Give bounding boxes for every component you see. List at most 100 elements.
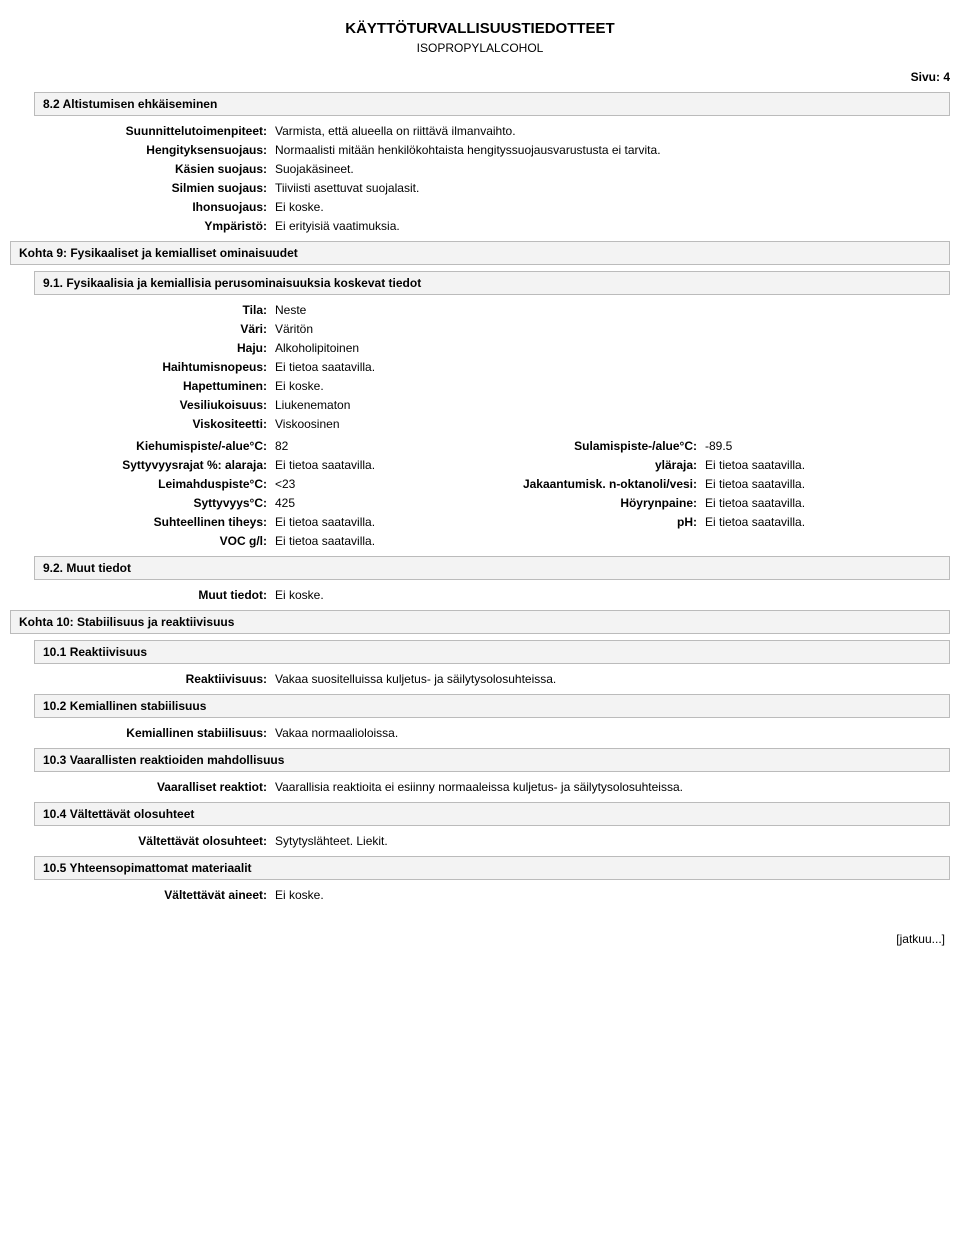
kv-row: Kiehumispiste/-alue°C: 82 Sulamispiste-/… [30, 439, 950, 453]
section-9-2-header: 9.2. Muut tiedot [34, 556, 950, 580]
kv-row: Viskositeetti: Viskoosinen [30, 417, 950, 431]
kv-value: Viskoosinen [275, 417, 465, 431]
kv-label: Käsien suojaus: [70, 162, 275, 176]
section-10-4-header: 10.4 Vältettävät olosuhteet [34, 802, 950, 826]
kv-row: Suunnittelutoimenpiteet: Varmista, että … [70, 124, 950, 138]
kv-label: Vaaralliset reaktiot: [70, 780, 275, 794]
kv-row: Kemiallinen stabiilisuus: Vakaa normaali… [70, 726, 950, 740]
kv-row: Hapettuminen: Ei koske. [30, 379, 950, 393]
kv-row: Suhteellinen tiheys: Ei tietoa saatavill… [30, 515, 950, 529]
kohta-9-header: Kohta 9: Fysikaaliset ja kemialliset omi… [10, 241, 950, 265]
kv-label: Kiehumispiste/-alue°C: [30, 439, 275, 453]
kv-row: Hengityksensuojaus: Normaalisti mitään h… [70, 143, 950, 157]
kv-row: Vaaralliset reaktiot: Vaarallisia reakti… [70, 780, 950, 794]
kohta-10-header: Kohta 10: Stabiilisuus ja reaktiivisuus [10, 610, 950, 634]
kv-row: Silmien suojaus: Tiiviisti asettuvat suo… [70, 181, 950, 195]
kv-value: Väritön [275, 322, 465, 336]
section-10-4-block: Vältettävät olosuhteet: Sytytyslähteet. … [70, 834, 950, 848]
section-9-2-block: Muut tiedot: Ei koske. [70, 588, 950, 602]
kv-label: Viskositeetti: [30, 417, 275, 431]
kv-label: Silmien suojaus: [70, 181, 275, 195]
kv-row: Vesiliukoisuus: Liukenematon [30, 398, 950, 412]
kv-value: Neste [275, 303, 465, 317]
kv-value: Ei koske. [275, 200, 950, 214]
page-title: KÄYTTÖTURVALLISUUSTIEDOTTEET [10, 20, 950, 37]
kv-row: Ympäristö: Ei erityisiä vaatimuksia. [70, 219, 950, 233]
kv-row: Ihonsuojaus: Ei koske. [70, 200, 950, 214]
kv-row: Syttyvyys°C: 425 Höyrynpaine: Ei tietoa … [30, 496, 950, 510]
kv-label: VOC g/l: [30, 534, 275, 548]
kv-value: 82 [275, 439, 465, 453]
section-9-1-twocol: Kiehumispiste/-alue°C: 82 Sulamispiste-/… [30, 439, 950, 548]
kv-label: Suunnittelutoimenpiteet: [70, 124, 275, 138]
kv-row: Haihtumisnopeus: Ei tietoa saatavilla. [30, 360, 950, 374]
kv-value: Ei tietoa saatavilla. [705, 496, 950, 510]
kv-label: Väri: [30, 322, 275, 336]
kv-label: Sulamispiste-/alue°C: [465, 439, 705, 453]
kv-label: Vältettävät aineet: [70, 888, 275, 902]
kv-value: Ei tietoa saatavilla. [275, 360, 465, 374]
kv-value: Ei tietoa saatavilla. [705, 477, 950, 491]
kv-label: Jakaantumisk. n-oktanoli/vesi: [465, 477, 705, 491]
kv-value: Alkoholipitoinen [275, 341, 465, 355]
kv-value: Ei koske. [275, 888, 950, 902]
kv-value: 425 [275, 496, 465, 510]
kv-value: Sytytyslähteet. Liekit. [275, 834, 950, 848]
kv-label: Vältettävät olosuhteet: [70, 834, 275, 848]
kv-value: Ei erityisiä vaatimuksia. [275, 219, 950, 233]
kv-row: Leimahduspiste°C: <23 Jakaantumisk. n-ok… [30, 477, 950, 491]
kv-label: yläraja: [465, 458, 705, 472]
section-10-5-header: 10.5 Yhteensopimattomat materiaalit [34, 856, 950, 880]
kv-row: VOC g/l: Ei tietoa saatavilla. [30, 534, 950, 548]
kv-value: Liukenematon [275, 398, 465, 412]
kv-value: Ei tietoa saatavilla. [275, 458, 465, 472]
kv-label: Suhteellinen tiheys: [30, 515, 275, 529]
section-10-3-block: Vaaralliset reaktiot: Vaarallisia reakti… [70, 780, 950, 794]
section-8-2-header: 8.2 Altistumisen ehkäiseminen [34, 92, 950, 116]
footer-continues: [jatkuu...] [10, 932, 950, 946]
section-10-5-block: Vältettävät aineet: Ei koske. [70, 888, 950, 902]
kv-value: Vakaa suositelluissa kuljetus- ja säilyt… [275, 672, 950, 686]
kv-row: Vältettävät aineet: Ei koske. [70, 888, 950, 902]
kv-row: Reaktiivisuus: Vakaa suositelluissa kulj… [70, 672, 950, 686]
kv-value: Suojakäsineet. [275, 162, 950, 176]
kv-label: Syttyvyys°C: [30, 496, 275, 510]
page-number: Sivu: 4 [10, 70, 950, 84]
kv-value: Normaalisti mitään henkilökohtaista heng… [275, 143, 950, 157]
kv-label: Haju: [30, 341, 275, 355]
kv-value: Vaarallisia reaktioita ei esiinny normaa… [275, 780, 950, 794]
section-9-1-header: 9.1. Fysikaalisia ja kemiallisia perusom… [34, 271, 950, 295]
section-10-1-header: 10.1 Reaktiivisuus [34, 640, 950, 664]
kv-value: Vakaa normaalioloissa. [275, 726, 950, 740]
kv-row: Tila: Neste [30, 303, 950, 317]
kv-value: Ei tietoa saatavilla. [705, 458, 950, 472]
kv-label: Reaktiivisuus: [70, 672, 275, 686]
kv-label: Syttyvyysrajat %: alaraja: [30, 458, 275, 472]
kv-label: Kemiallinen stabiilisuus: [70, 726, 275, 740]
kv-value: Ei koske. [275, 588, 950, 602]
kv-row: Käsien suojaus: Suojakäsineet. [70, 162, 950, 176]
kv-value: -89.5 [705, 439, 950, 453]
kv-row: Syttyvyysrajat %: alaraja: Ei tietoa saa… [30, 458, 950, 472]
kv-row: Haju: Alkoholipitoinen [30, 341, 950, 355]
kv-label: Tila: [30, 303, 275, 317]
kv-value: Tiiviisti asettuvat suojalasit. [275, 181, 950, 195]
page-subtitle: ISOPROPYLALCOHOL [10, 41, 950, 55]
kv-label: Ympäristö: [70, 219, 275, 233]
kv-label: Vesiliukoisuus: [30, 398, 275, 412]
kv-value: Ei koske. [275, 379, 465, 393]
kv-label: Muut tiedot: [70, 588, 275, 602]
kv-label: Ihonsuojaus: [70, 200, 275, 214]
kv-value: <23 [275, 477, 465, 491]
kv-label: Hapettuminen: [30, 379, 275, 393]
page-label: Sivu: [911, 70, 940, 84]
kv-row: Väri: Väritön [30, 322, 950, 336]
kv-row: Muut tiedot: Ei koske. [70, 588, 950, 602]
kv-value: Varmista, että alueella on riittävä ilma… [275, 124, 950, 138]
kv-label: Hengityksensuojaus: [70, 143, 275, 157]
kv-value: Ei tietoa saatavilla. [275, 534, 465, 548]
section-8-2-block: Suunnittelutoimenpiteet: Varmista, että … [70, 124, 950, 233]
section-10-2-header: 10.2 Kemiallinen stabiilisuus [34, 694, 950, 718]
section-10-3-header: 10.3 Vaarallisten reaktioiden mahdollisu… [34, 748, 950, 772]
kv-label: Leimahduspiste°C: [30, 477, 275, 491]
